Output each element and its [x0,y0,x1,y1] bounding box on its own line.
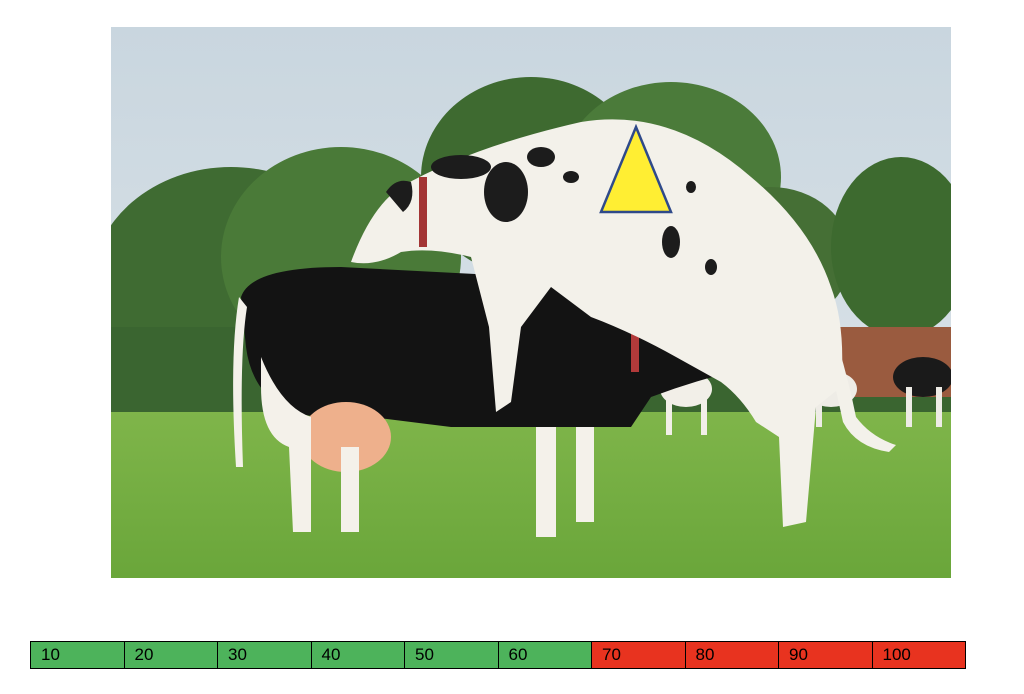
score-scale: 10 20 30 40 50 60 70 80 90 100 [30,641,966,669]
scale-cell-40: 40 [311,642,405,668]
scale-cell-50: 50 [405,642,499,668]
scale-cell-20: 20 [124,642,218,668]
triangle-shape [599,124,673,214]
scale-cell-100: 100 [872,642,965,668]
scale-cell-30: 30 [218,642,312,668]
scale-cell-60: 60 [498,642,592,668]
scale-cell-10: 10 [31,642,125,668]
scale-cell-70: 70 [592,642,686,668]
triangle-marker-icon [599,124,673,214]
cow-photo [111,27,951,578]
scale-cell-80: 80 [685,642,779,668]
scale-cell-90: 90 [779,642,873,668]
white-cow [351,119,896,528]
